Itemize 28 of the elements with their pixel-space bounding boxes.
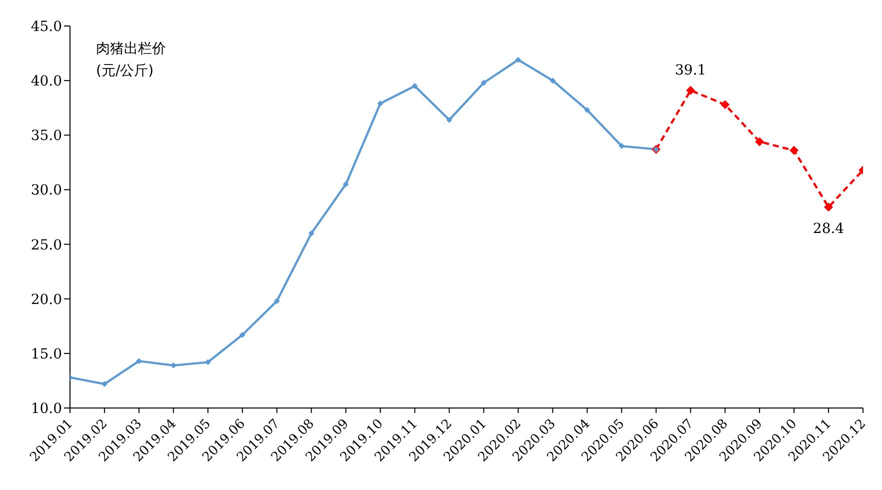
point	[342, 181, 349, 188]
y-axis-title: 肉猪出栏价 (元/公斤)	[96, 40, 166, 81]
point	[720, 100, 730, 110]
y-tick-label: 35.0	[30, 128, 62, 144]
point	[790, 146, 799, 155]
point	[824, 202, 834, 212]
y-tick-label: 20.0	[30, 292, 62, 308]
point	[686, 86, 696, 95]
y-tick-label: 40.0	[30, 74, 62, 90]
data-label: 28.4	[812, 221, 844, 238]
y-tick-label: 30.0	[30, 182, 62, 199]
point	[515, 56, 522, 63]
point	[550, 78, 556, 84]
point	[446, 116, 452, 123]
point	[412, 83, 418, 90]
y-tick-label: 10.0	[30, 400, 62, 417]
y-tick-label: 15.0	[30, 346, 62, 362]
point	[308, 230, 314, 236]
point	[480, 80, 487, 86]
point	[377, 100, 384, 106]
data-label: 39.1	[675, 62, 706, 78]
y-tick-label: 25.0	[30, 237, 62, 254]
point	[274, 298, 280, 304]
point	[755, 137, 764, 146]
point	[136, 358, 142, 364]
y-tick-label: 45.0	[30, 18, 62, 35]
point	[584, 107, 590, 114]
point	[239, 332, 246, 338]
